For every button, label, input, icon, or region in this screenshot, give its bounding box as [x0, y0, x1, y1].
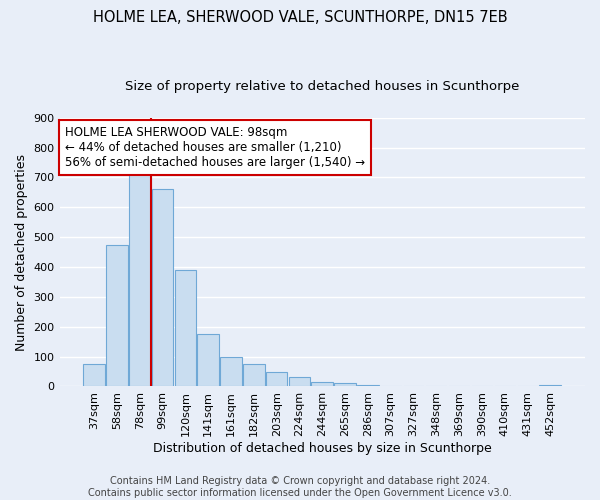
Bar	[152, 190, 173, 386]
Bar	[357, 385, 379, 386]
Bar	[175, 270, 196, 386]
Bar	[334, 384, 356, 386]
Bar	[243, 364, 265, 386]
Text: HOLME LEA SHERWOOD VALE: 98sqm
← 44% of detached houses are smaller (1,210)
56% : HOLME LEA SHERWOOD VALE: 98sqm ← 44% of …	[65, 126, 365, 169]
Bar	[197, 334, 219, 386]
Bar	[129, 167, 151, 386]
Bar	[220, 356, 242, 386]
Y-axis label: Number of detached properties: Number of detached properties	[15, 154, 28, 350]
Text: Contains HM Land Registry data © Crown copyright and database right 2024.
Contai: Contains HM Land Registry data © Crown c…	[88, 476, 512, 498]
Bar	[539, 385, 561, 386]
Bar	[289, 376, 310, 386]
Text: HOLME LEA, SHERWOOD VALE, SCUNTHORPE, DN15 7EB: HOLME LEA, SHERWOOD VALE, SCUNTHORPE, DN…	[92, 10, 508, 25]
Bar	[311, 382, 333, 386]
Bar	[83, 364, 105, 386]
Bar	[106, 244, 128, 386]
Title: Size of property relative to detached houses in Scunthorpe: Size of property relative to detached ho…	[125, 80, 520, 93]
Bar	[266, 372, 287, 386]
X-axis label: Distribution of detached houses by size in Scunthorpe: Distribution of detached houses by size …	[153, 442, 491, 455]
